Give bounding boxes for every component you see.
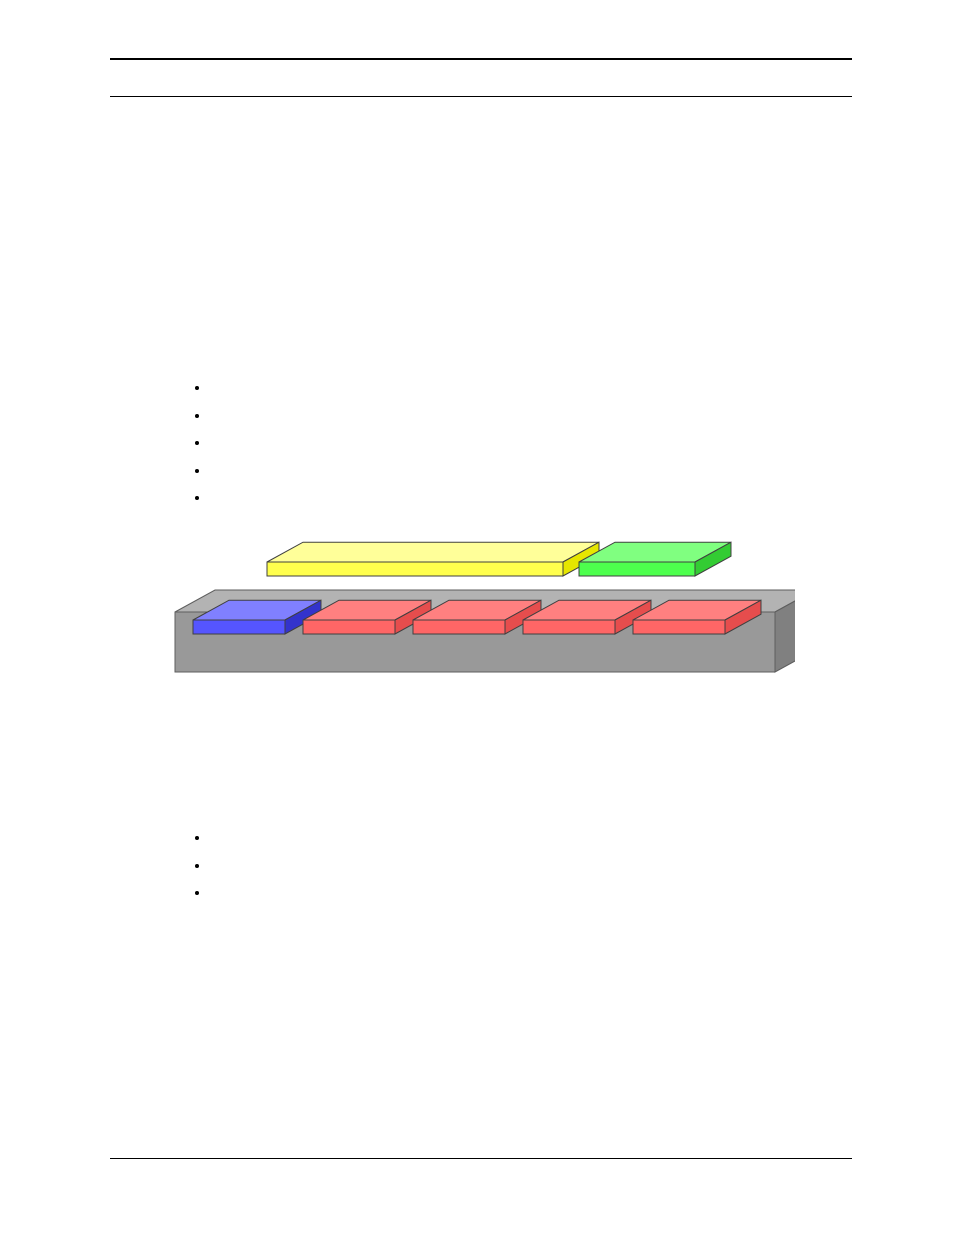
blue-block-front [193, 620, 285, 634]
top-rule-2 [110, 96, 852, 97]
red-block-3-front [523, 620, 615, 634]
green-block [579, 542, 731, 576]
red-block-1-front [303, 620, 395, 634]
red-block-2-front [413, 620, 505, 634]
bullet-list-2 [190, 828, 790, 911]
list-item [210, 856, 790, 876]
yellow-block-front [267, 562, 563, 576]
top-rule-1 [110, 58, 852, 60]
yellow-block-top [267, 542, 599, 562]
block-diagram [155, 520, 795, 728]
yellow-block [267, 542, 599, 576]
green-block-front [579, 562, 695, 576]
list-item [210, 406, 790, 426]
list-item [210, 828, 790, 848]
list-item [210, 883, 790, 903]
list-item [210, 488, 790, 508]
bottom-rule [110, 1158, 852, 1159]
bullet-list-1 [190, 378, 790, 516]
list-item [210, 433, 790, 453]
red-block-4-front [633, 620, 725, 634]
list-item [210, 461, 790, 481]
list-item [210, 378, 790, 398]
page [0, 0, 954, 1235]
